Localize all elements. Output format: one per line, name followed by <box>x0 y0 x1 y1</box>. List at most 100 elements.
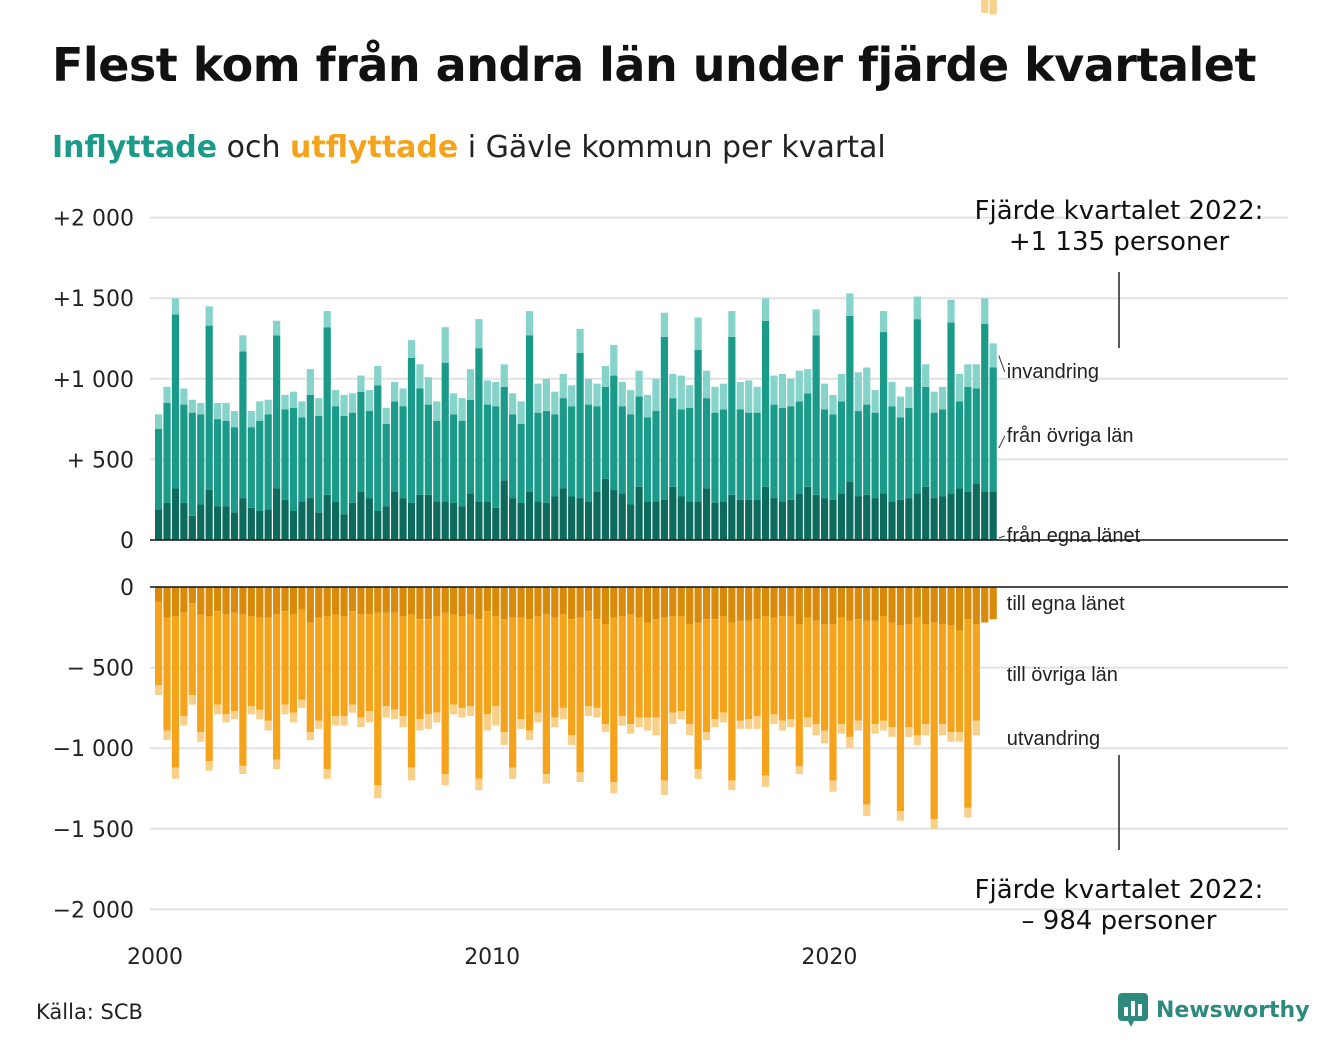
bar-out-egna <box>517 587 525 618</box>
annotation-top-line1: Fjärde kvartalet 2022: <box>975 196 1264 226</box>
bar-in-ovriga <box>837 401 846 494</box>
bar-in-egna <box>315 512 323 540</box>
bar-out-egna <box>610 587 618 618</box>
bar-in-invandring <box>601 365 609 387</box>
bar-in-invandring <box>340 394 348 416</box>
bar-out-ovriga <box>879 616 888 721</box>
bar-in-invandring <box>770 375 778 405</box>
bar-out-utvandring <box>407 767 416 781</box>
segment-label-out: till övriga län <box>1007 664 1118 686</box>
bar-out-ovriga <box>694 622 702 770</box>
subtitle-rest: i Gävle kommun per kvartal <box>458 130 886 165</box>
brand-logo[interactable]: Newsworthy <box>1118 993 1310 1027</box>
bar-out-egna <box>795 587 803 625</box>
bar-in-invandring <box>627 390 635 415</box>
bar-in-invandring <box>711 386 719 413</box>
bar-out-utvandring <box>846 736 854 749</box>
bar-in-invandring <box>879 311 888 333</box>
bar-out-egna <box>652 587 660 620</box>
bar-out-ovriga <box>913 617 921 736</box>
bar-out-egna <box>627 587 635 615</box>
bar-in-ovriga <box>256 420 264 511</box>
bar-out-ovriga <box>761 616 770 776</box>
bar-out-egna <box>525 587 534 620</box>
bar-out-utvandring <box>702 732 711 741</box>
bar-in-ovriga <box>374 385 382 511</box>
bar-in-ovriga <box>753 412 761 500</box>
bar-in-egna <box>964 491 972 540</box>
bar-out-egna <box>391 587 399 613</box>
bar-in-egna <box>643 501 652 540</box>
bar-in-invandring <box>551 391 559 415</box>
bar-in-invandring <box>222 402 230 421</box>
bar-out-ovriga <box>702 619 711 733</box>
bar-in-egna <box>795 493 803 540</box>
bar-out-egna <box>584 587 593 612</box>
y-axis-ticks: +2 000 +1 500 +1 000 + 500 0 0 − 500 −1 000 −1 5… <box>53 207 134 924</box>
bar-out-utvandring <box>239 765 247 774</box>
bar-in-egna <box>306 498 314 540</box>
bar-out-utvandring <box>222 714 230 723</box>
bar-in-ovriga <box>298 417 306 502</box>
bar-in-egna <box>905 498 913 540</box>
bar-out-ovriga <box>922 624 930 725</box>
bar-in-invandring <box>989 343 997 368</box>
bar-in-invandring <box>947 299 955 323</box>
bar-out-egna <box>922 587 930 625</box>
bar-out-utvandring <box>450 704 458 715</box>
bar-out-utvandring <box>340 715 348 726</box>
bar-in-ovriga <box>365 411 373 499</box>
bar-out-ovriga <box>972 624 980 721</box>
bar-in-ovriga <box>761 320 770 487</box>
bar-in-ovriga <box>905 407 913 499</box>
bar-out-ovriga <box>584 611 593 707</box>
bar-out-egna <box>230 587 239 613</box>
bar-in-egna <box>719 501 728 540</box>
bar-in-ovriga <box>728 336 736 495</box>
bar-out-egna <box>761 587 770 617</box>
bar-in-ovriga <box>509 414 517 499</box>
bar-in-invandring <box>660 312 668 337</box>
segment-label-in: från övriga län <box>1007 425 1134 447</box>
bar-out-ovriga <box>458 616 466 708</box>
bar-in-egna <box>466 493 475 540</box>
bar-out-ovriga <box>264 617 272 721</box>
bar-out-egna <box>289 587 298 615</box>
bar-in-invandring <box>466 369 475 400</box>
bar-out-utvandring <box>475 778 483 791</box>
bar-out-utvandring <box>719 712 728 723</box>
bar-out-ovriga <box>660 617 668 781</box>
bar-in-ovriga <box>635 396 643 487</box>
bar-in-ovriga <box>239 351 247 499</box>
bar-out-utvandring <box>323 769 331 779</box>
bar-in-invandring <box>905 386 913 408</box>
bar-in-egna <box>778 501 787 540</box>
bar-out-egna <box>399 587 407 617</box>
bar-out-utvandring <box>281 704 289 715</box>
bar-out-utvandring <box>660 780 668 795</box>
bar-out-egna <box>424 587 432 620</box>
bar-in-ovriga <box>686 407 694 502</box>
bar-in-egna <box>171 488 180 540</box>
bar-in-invandring <box>298 401 306 418</box>
segment-label-out: utvandring <box>1007 728 1100 750</box>
bar-out-egna <box>981 587 989 623</box>
bar-out-utvandring <box>509 767 517 779</box>
bar-in-ovriga <box>981 323 989 492</box>
bar-out-egna <box>896 587 905 626</box>
bar-out-egna <box>492 587 500 617</box>
bar-in-ovriga <box>618 406 626 494</box>
bar-in-ovriga <box>205 325 213 491</box>
bar-in-ovriga <box>643 417 652 502</box>
bar-out-ovriga <box>930 622 938 820</box>
bar-out-ovriga <box>357 614 365 718</box>
bar-out-egna <box>820 587 829 625</box>
bar-out-ovriga <box>812 620 820 725</box>
bar-in-invandring <box>812 309 820 336</box>
bar-in-egna <box>247 507 255 540</box>
bar-in-invandring <box>846 293 854 316</box>
bar-out-ovriga <box>601 624 609 725</box>
bar-in-invandring <box>804 369 812 394</box>
bar-in-invandring <box>323 311 331 328</box>
bar-in-invandring <box>761 298 770 321</box>
